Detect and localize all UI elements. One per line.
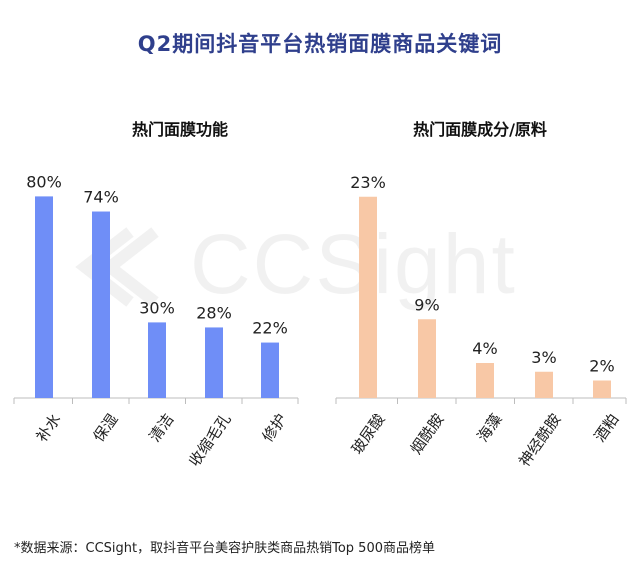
bar-functions-0 — [35, 196, 53, 398]
source-note: *数据来源：CCSight，取抖音平台美容护肤类商品热销Top 500商品榜单 — [14, 541, 435, 556]
value-label-ingredients-1: 9% — [414, 295, 439, 314]
category-label-functions-2: 清洁 — [145, 410, 177, 445]
category-label-ingredients-0: 玻尿酸 — [348, 410, 389, 457]
value-label-functions-2: 30% — [139, 298, 175, 317]
bar-ingredients-4 — [593, 380, 611, 398]
category-label-functions-1: 保湿 — [89, 410, 121, 445]
bar-ingredients-1 — [418, 319, 436, 398]
bar-functions-1 — [92, 211, 110, 398]
page-title: Q2期间抖音平台热销面膜商品关键词 — [137, 32, 503, 56]
bar-functions-3 — [205, 327, 223, 398]
bar-ingredients-0 — [359, 196, 377, 398]
value-label-functions-4: 22% — [252, 319, 288, 338]
value-label-ingredients-2: 4% — [472, 339, 497, 358]
category-label-ingredients-2: 海藻 — [473, 410, 505, 445]
value-label-ingredients-0: 23% — [350, 173, 386, 192]
bar-functions-4 — [261, 342, 279, 398]
category-label-functions-3: 收缩毛孔 — [185, 410, 234, 469]
value-label-ingredients-3: 3% — [531, 348, 556, 367]
bar-functions-2 — [148, 322, 166, 398]
value-label-functions-1: 74% — [83, 188, 119, 207]
category-label-ingredients-3: 神经酰胺 — [515, 410, 564, 469]
bar-ingredients-3 — [535, 371, 553, 398]
chart-title-ingredients: 热门面膜成分/原料 — [413, 120, 547, 139]
bar-ingredients-2 — [476, 363, 494, 398]
category-label-ingredients-1: 烟酰胺 — [407, 410, 448, 457]
value-label-ingredients-4: 2% — [589, 357, 614, 376]
category-label-functions-4: 修护 — [258, 410, 290, 445]
category-label-ingredients-4: 酒粕 — [590, 410, 622, 445]
value-label-functions-0: 80% — [26, 172, 62, 191]
chart-title-functions: 热门面膜功能 — [131, 120, 228, 139]
value-label-functions-3: 28% — [196, 303, 232, 322]
category-label-functions-0: 补水 — [32, 410, 64, 445]
